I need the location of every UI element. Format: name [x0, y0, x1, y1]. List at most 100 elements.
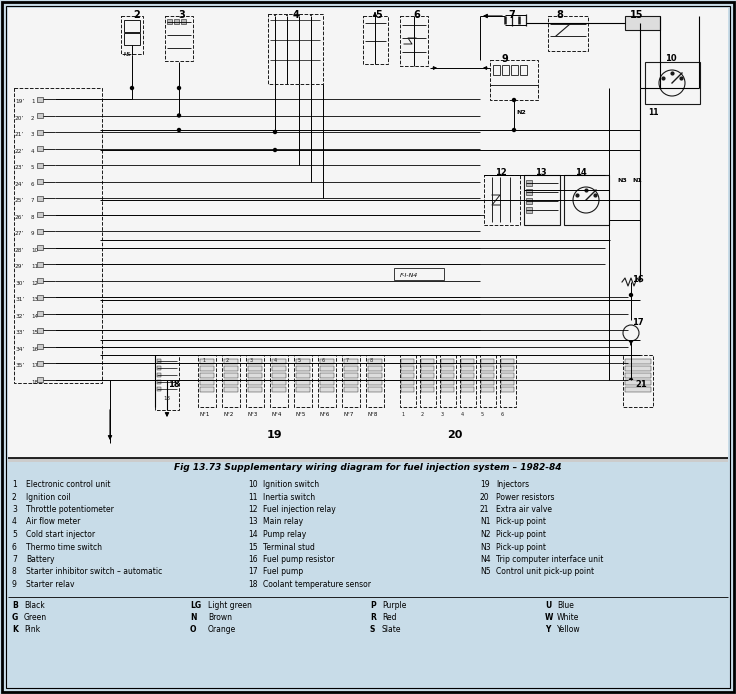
Bar — [222, 355, 240, 407]
Text: Main relay: Main relay — [263, 518, 303, 527]
Text: 17: 17 — [632, 318, 643, 327]
Text: Fuel injection relay: Fuel injection relay — [263, 505, 336, 514]
Text: Starter inhibitor switch – automatic: Starter inhibitor switch – automatic — [26, 568, 162, 577]
Text: 32’: 32’ — [15, 314, 24, 319]
Bar — [296, 366, 310, 371]
Text: 18: 18 — [31, 380, 38, 384]
Bar — [480, 355, 496, 407]
Text: 10: 10 — [665, 54, 676, 63]
Bar — [272, 373, 286, 378]
Bar — [272, 380, 286, 385]
Text: 4: 4 — [12, 518, 17, 527]
Text: 1: 1 — [202, 358, 205, 363]
Text: Injectors: Injectors — [496, 480, 529, 489]
Text: Coolant temperature sensor: Coolant temperature sensor — [263, 580, 371, 589]
Bar — [37, 262, 43, 266]
Bar — [248, 359, 262, 364]
Bar — [394, 268, 444, 280]
Bar — [224, 373, 238, 378]
Text: O: O — [190, 625, 197, 634]
Text: Thermo time switch: Thermo time switch — [26, 543, 102, 552]
Text: 24’: 24’ — [15, 182, 24, 187]
Text: 2: 2 — [31, 115, 35, 121]
Text: 18: 18 — [248, 580, 258, 589]
Text: Y: Y — [545, 625, 551, 634]
Bar — [548, 16, 588, 51]
Circle shape — [274, 130, 277, 133]
Bar — [165, 16, 193, 61]
Text: N°1: N°1 — [199, 412, 209, 417]
Text: 7: 7 — [31, 198, 35, 203]
Bar — [200, 366, 214, 371]
Bar — [272, 366, 286, 371]
Text: 14: 14 — [31, 314, 38, 319]
Text: Control unit pick-up point: Control unit pick-up point — [496, 568, 594, 577]
Bar — [320, 380, 334, 385]
Text: 5: 5 — [481, 412, 484, 417]
Text: Purple: Purple — [382, 600, 406, 609]
Text: 11: 11 — [31, 264, 38, 269]
Bar — [37, 245, 43, 250]
Text: 7: 7 — [508, 10, 514, 20]
Bar — [481, 373, 494, 378]
Text: N°7: N°7 — [343, 412, 353, 417]
Bar — [420, 355, 436, 407]
Bar — [174, 19, 179, 24]
Bar — [526, 180, 532, 186]
Text: 33’: 33’ — [15, 330, 24, 335]
Bar — [14, 88, 102, 383]
Text: 22’: 22’ — [15, 149, 24, 153]
Bar — [493, 65, 500, 75]
Text: 11: 11 — [248, 493, 258, 502]
Text: 6: 6 — [501, 412, 504, 417]
Bar — [124, 20, 140, 32]
Text: Green: Green — [24, 613, 47, 622]
Text: 21: 21 — [635, 380, 647, 389]
Bar — [37, 162, 43, 167]
Bar — [623, 355, 653, 407]
Text: 16: 16 — [632, 275, 644, 284]
Bar — [181, 19, 186, 24]
Text: 12: 12 — [495, 168, 507, 177]
Text: 3: 3 — [441, 412, 444, 417]
Bar — [198, 355, 216, 407]
Circle shape — [512, 128, 515, 131]
Text: S: S — [370, 625, 375, 634]
Bar — [401, 359, 414, 364]
Bar — [481, 359, 494, 364]
Text: N°6: N°6 — [319, 412, 330, 417]
Text: Pink: Pink — [24, 625, 40, 634]
Text: 27’: 27’ — [15, 231, 24, 236]
Bar — [155, 355, 179, 410]
Text: F-I-N4: F-I-N4 — [400, 273, 418, 278]
Text: W: W — [545, 613, 553, 622]
Bar — [526, 207, 532, 213]
Bar — [524, 175, 560, 225]
Bar — [368, 387, 382, 392]
Text: 12: 12 — [248, 505, 258, 514]
Text: Pick-up point: Pick-up point — [496, 543, 546, 552]
Bar — [37, 96, 43, 101]
Circle shape — [629, 294, 632, 296]
Text: 2: 2 — [12, 493, 17, 502]
Circle shape — [629, 378, 632, 382]
Bar — [344, 380, 358, 385]
Text: N°2: N°2 — [223, 412, 233, 417]
Bar — [460, 355, 476, 407]
Text: 6: 6 — [413, 10, 420, 20]
Text: Black: Black — [24, 600, 45, 609]
Bar — [157, 366, 161, 370]
Text: Battery: Battery — [26, 555, 54, 564]
Bar — [501, 387, 514, 392]
Text: 9: 9 — [12, 580, 17, 589]
Bar — [224, 387, 238, 392]
Text: N: N — [190, 613, 197, 622]
Bar — [484, 175, 520, 225]
Bar — [421, 359, 434, 364]
Bar — [344, 387, 358, 392]
Text: 5: 5 — [375, 10, 382, 20]
Bar — [502, 65, 509, 75]
Text: NS: NS — [123, 52, 130, 57]
Text: 3: 3 — [178, 10, 185, 20]
Bar — [625, 16, 660, 30]
